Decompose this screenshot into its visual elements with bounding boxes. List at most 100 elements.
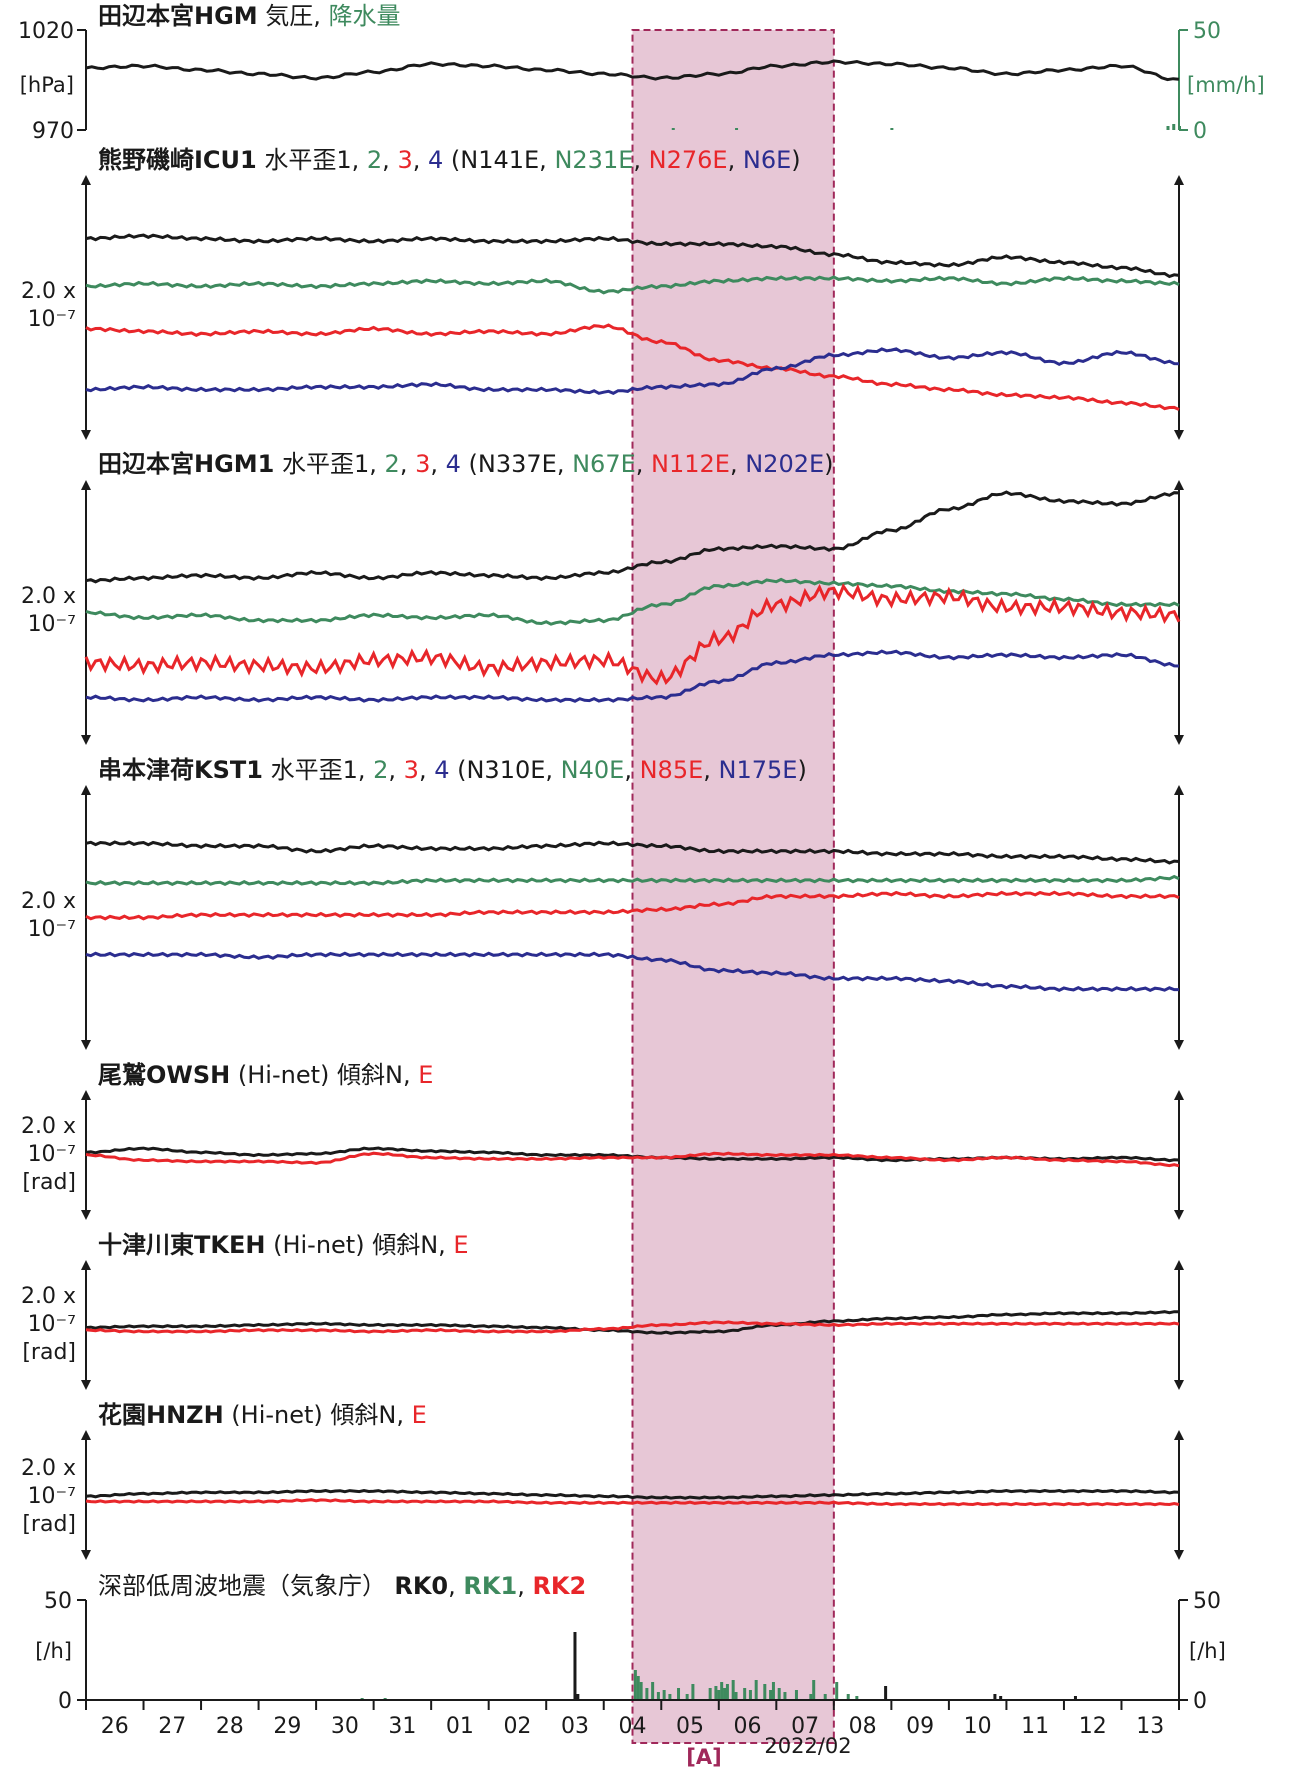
- title-part: 2: [367, 146, 382, 174]
- x-axis-date-label: 2022/02: [764, 1734, 851, 1758]
- scale-label: 2.0 x: [21, 1114, 76, 1139]
- title-part: 水平歪1,: [257, 146, 367, 174]
- panel-6: 十津川東TKEH (Hi-net) 傾斜N, E 2.0 x 10⁻⁷ [rad]: [21, 1231, 1184, 1390]
- lfe-bar: [835, 1682, 839, 1700]
- panel-title: 田辺本宮HGM 気圧, 降水量: [98, 2, 401, 30]
- x-tick-label: 04: [619, 1714, 647, 1739]
- series-line: [85, 649, 1180, 703]
- scale-label: 10⁻⁷: [28, 1142, 76, 1167]
- title-part: ,: [413, 146, 428, 174]
- left-tick-label: 0: [58, 1689, 72, 1714]
- title-part: 田辺本宮HGM: [98, 2, 258, 30]
- lfe-bar: [685, 1694, 689, 1700]
- title-part: ,: [730, 450, 745, 478]
- lfe-bar: [769, 1690, 773, 1700]
- highlight-layer: [631, 29, 835, 1744]
- title-part: 水平歪1,: [263, 756, 373, 784]
- highlight-band: [631, 29, 835, 1744]
- title-part: 2: [385, 450, 400, 478]
- series-line: [85, 275, 1180, 295]
- scale-label: 10⁻⁷: [28, 917, 76, 942]
- axis-arrow-down: [81, 1040, 91, 1050]
- x-tick-label: 10: [964, 1714, 992, 1739]
- lfe-bar: [677, 1688, 681, 1700]
- title-part: 3: [415, 450, 430, 478]
- lfe-bar: [662, 1690, 666, 1700]
- title-part: (N337E,: [461, 450, 572, 478]
- title-part: ): [824, 450, 833, 478]
- x-tick-label: 11: [1021, 1714, 1049, 1739]
- scale-label: 10⁻⁷: [28, 307, 76, 332]
- title-part: (N141E,: [443, 146, 554, 174]
- axis-arrow-down: [81, 1210, 91, 1220]
- lfe-bar: [794, 1690, 798, 1700]
- title-part: N85E: [640, 756, 704, 784]
- title-part: ,: [633, 146, 648, 174]
- lfe-bar: [783, 1692, 787, 1700]
- x-axis: 26 27 28 29 30 31 01 02 03 04 05 06 07 08 09 10 11 12 13: [85, 1699, 1180, 1739]
- precip-bar: [1178, 126, 1181, 130]
- lfe-bar: [846, 1694, 850, 1700]
- right-unit: [/h]: [1189, 1639, 1226, 1663]
- x-tick-label: 06: [734, 1714, 762, 1739]
- lfe-bar: [714, 1686, 718, 1700]
- scale-label: [rad]: [22, 1512, 76, 1537]
- lfe-bar: [636, 1676, 640, 1700]
- lfe-bar: [725, 1684, 729, 1700]
- series-line: [84, 583, 1181, 686]
- series-line: [85, 233, 1180, 279]
- series-line: [85, 874, 1180, 887]
- title-part: ,: [728, 146, 743, 174]
- axis-arrow-down: [81, 430, 91, 440]
- panel-title: 深部低周波地震（気象庁） RK0, RK1, RK2: [98, 1572, 586, 1600]
- axis-arrow-up: [81, 175, 91, 185]
- x-tick-label: 28: [216, 1714, 244, 1739]
- scale-label: [rad]: [22, 1170, 76, 1195]
- lfe-bar: [993, 1694, 997, 1700]
- scale-label: 2.0 x: [21, 584, 76, 609]
- series-line: [85, 840, 1180, 865]
- axis-arrow-up: [81, 480, 91, 490]
- lfe-bar: [999, 1696, 1003, 1700]
- right-tick-label: 0: [1193, 119, 1207, 144]
- title-part: E: [453, 1231, 468, 1259]
- left-tick-label: 1020: [18, 19, 74, 44]
- panel-8: 深部低周波地震（気象庁） RK0, RK1, RK2 50 50 0 0 [/h] [/h]: [35, 1572, 1226, 1714]
- left-unit: [/h]: [35, 1639, 72, 1663]
- title-part: 水平歪1,: [274, 450, 384, 478]
- panel-title: 十津川東TKEH (Hi-net) 傾斜N, E: [98, 1231, 469, 1259]
- lfe-bar: [668, 1694, 672, 1700]
- left-unit: [hPa]: [20, 73, 74, 97]
- lfe-bar: [884, 1686, 888, 1700]
- x-tick-label: 01: [446, 1714, 474, 1739]
- title-part: N40E: [561, 756, 625, 784]
- title-part: N112E: [651, 450, 730, 478]
- title-part: 降水量: [329, 2, 401, 30]
- panel-title: 串本津荷KST1 水平歪1, 2, 3, 4 (N310E, N40E, N85…: [98, 756, 807, 784]
- title-part: 4: [434, 756, 449, 784]
- lfe-bar: [651, 1682, 655, 1700]
- title-part: N67E: [572, 450, 636, 478]
- axis-arrow-down: [1174, 1040, 1184, 1050]
- title-part: 4: [446, 450, 461, 478]
- precip-bar: [671, 128, 675, 130]
- lfe-bar: [717, 1690, 721, 1700]
- title-part: (Hi-net) 傾斜N,: [265, 1231, 453, 1259]
- lfe-bar: [576, 1694, 580, 1700]
- panel-title: 熊野磯崎ICU1 水平歪1, 2, 3, 4 (N141E, N231E, N2…: [98, 146, 801, 174]
- series-line: [85, 490, 1180, 584]
- title-part: (Hi-net) 傾斜N,: [224, 1401, 412, 1429]
- panel-1: 田辺本宮HGM 気圧, 降水量 1020 50 970 0 [hPa] [mm/h]: [18, 2, 1265, 144]
- title-part: 十津川東TKEH: [98, 1231, 265, 1259]
- series-line: [85, 951, 1179, 993]
- scale-label: 10⁻⁷: [28, 1312, 76, 1337]
- title-part: ,: [517, 1572, 532, 1600]
- series-line: [85, 323, 1180, 411]
- title-part: ,: [636, 450, 651, 478]
- axis-arrow-down: [81, 1550, 91, 1560]
- title-part: 気圧,: [258, 2, 329, 30]
- series-line: [85, 1151, 1180, 1168]
- title-part: RK1: [463, 1572, 517, 1600]
- x-tick-label: 29: [273, 1714, 301, 1739]
- scale-label: 10⁻⁷: [28, 612, 76, 637]
